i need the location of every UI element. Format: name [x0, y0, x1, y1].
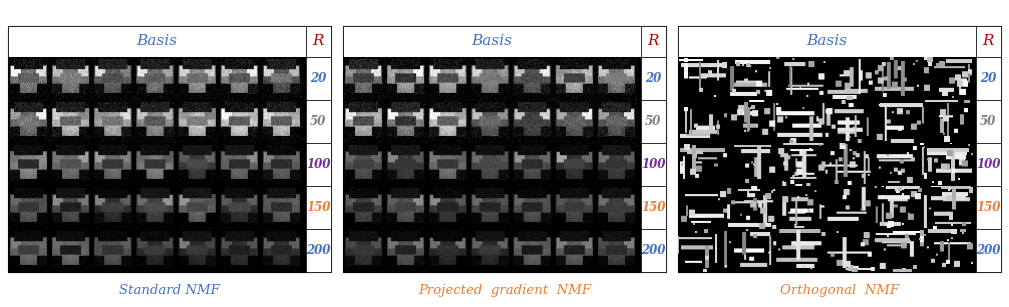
Text: R: R — [313, 34, 324, 49]
Bar — [678, 26, 1001, 272]
Bar — [641, 186, 666, 229]
Text: 20: 20 — [980, 72, 997, 85]
Bar — [641, 100, 666, 143]
Bar — [306, 100, 331, 143]
Bar — [8, 186, 306, 229]
Bar — [343, 26, 666, 272]
Bar — [306, 57, 331, 100]
Text: 150: 150 — [976, 201, 1001, 214]
Bar — [8, 143, 306, 186]
Text: 200: 200 — [306, 244, 331, 257]
Text: 50: 50 — [980, 115, 997, 128]
Bar — [678, 229, 976, 272]
Bar — [641, 229, 666, 272]
Bar — [343, 57, 641, 100]
Bar — [678, 143, 976, 186]
Text: 150: 150 — [306, 201, 331, 214]
Text: 50: 50 — [310, 115, 327, 128]
Text: Basis: Basis — [471, 34, 513, 49]
Bar — [8, 229, 306, 272]
Bar — [306, 143, 331, 186]
Bar — [976, 26, 1001, 57]
Text: Projected  gradient  NMF: Projected gradient NMF — [418, 284, 591, 297]
Bar — [678, 57, 976, 100]
Bar — [306, 186, 331, 229]
Bar — [8, 100, 306, 143]
Bar — [976, 186, 1001, 229]
Bar — [976, 100, 1001, 143]
Text: 20: 20 — [310, 72, 327, 85]
Bar — [306, 229, 331, 272]
Bar — [976, 143, 1001, 186]
Text: 50: 50 — [645, 115, 662, 128]
Text: 200: 200 — [976, 244, 1001, 257]
Bar — [976, 229, 1001, 272]
Bar — [8, 57, 306, 100]
Text: 20: 20 — [645, 72, 662, 85]
Text: Basis: Basis — [806, 34, 848, 49]
Bar — [343, 100, 641, 143]
Bar — [306, 26, 331, 57]
Bar — [343, 26, 641, 57]
Bar — [641, 143, 666, 186]
Bar — [976, 57, 1001, 100]
Bar — [8, 26, 331, 272]
Bar — [678, 100, 976, 143]
Bar — [641, 26, 666, 57]
Text: 150: 150 — [641, 201, 666, 214]
Text: R: R — [648, 34, 659, 49]
Bar — [343, 229, 641, 272]
Text: Standard NMF: Standard NMF — [119, 284, 220, 297]
Text: Orthogonal  NMF: Orthogonal NMF — [780, 284, 899, 297]
Text: Basis: Basis — [136, 34, 178, 49]
Text: 200: 200 — [641, 244, 666, 257]
Text: R: R — [983, 34, 994, 49]
Bar — [343, 186, 641, 229]
Text: 100: 100 — [306, 158, 331, 171]
Text: 100: 100 — [641, 158, 666, 171]
Bar — [343, 143, 641, 186]
Bar — [8, 26, 306, 57]
Bar — [678, 186, 976, 229]
Text: 100: 100 — [976, 158, 1001, 171]
Bar — [678, 26, 976, 57]
Bar — [641, 57, 666, 100]
